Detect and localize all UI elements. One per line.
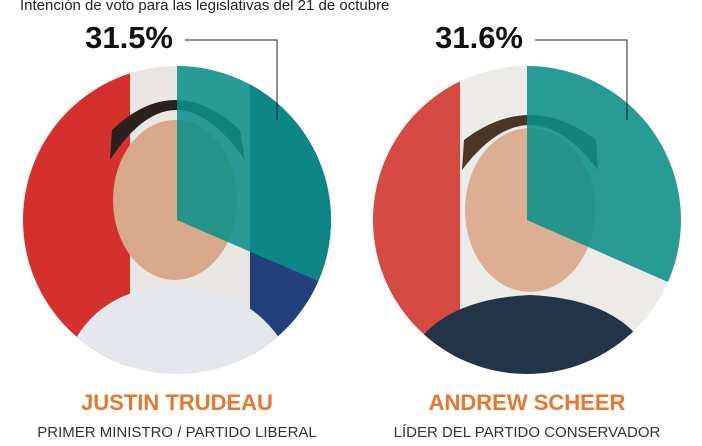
candidate-role: PRIMER MINISTRO / PARTIDO LIBERAL <box>37 424 317 441</box>
value-label: 31.5% <box>85 20 173 55</box>
value-label: 31.6% <box>435 20 523 55</box>
infographic: Intención de voto para las legislativas … <box>0 0 702 446</box>
candidate-role: LÍDER DEL PARTIDO CONSERVADOR <box>394 424 661 441</box>
caption: Intención de voto para las legislativas … <box>20 0 389 14</box>
candidate-name: JUSTIN TRUDEAU <box>81 390 273 415</box>
candidate-name: ANDREW SCHEER <box>429 390 626 415</box>
